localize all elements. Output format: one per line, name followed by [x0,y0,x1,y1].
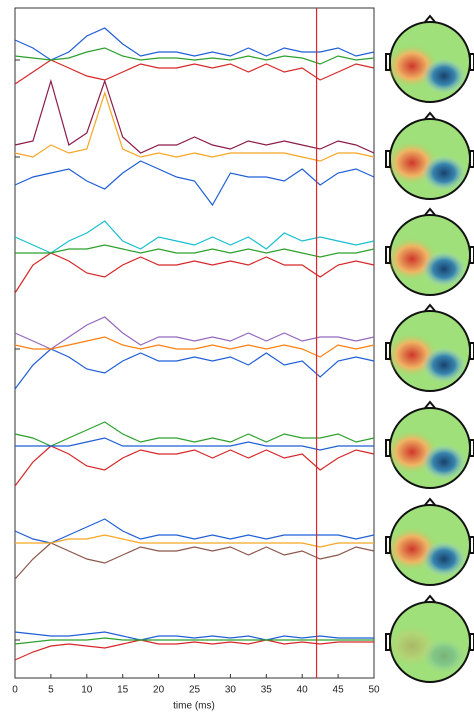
topomap-ear [469,536,474,554]
waveform [15,244,375,258]
waveform [14,91,375,162]
x-tick-label: 10 [81,685,93,696]
topomap-ear [385,633,391,651]
topomap-cold [422,251,466,287]
waveform [14,631,374,641]
topomap-cold [422,541,466,577]
topomap-ear [385,246,391,264]
waveform [14,421,375,447]
topomap-nose [424,594,436,603]
topomap-ear [469,150,474,168]
topomap-ear [469,342,474,360]
waveform [14,160,375,207]
topomap-cold [422,347,466,383]
waveform [14,78,375,154]
topomap-ear [385,439,391,457]
x-tick-label: 35 [261,685,273,696]
waveform [14,59,375,85]
waveform [15,534,374,548]
waveform [14,252,375,294]
topomap-ear [469,246,474,264]
topomap-nose [424,207,436,216]
x-tick-label: 50 [368,685,380,696]
x-tick-label: 30 [225,685,237,696]
waveform [14,220,375,254]
waveform [15,437,374,451]
topomap-ear [385,53,391,71]
x-tick-label: 25 [189,685,201,696]
topomap-cold [422,155,466,191]
topomap-ear [469,53,474,71]
waveform [14,27,375,61]
topomap-nose [424,400,436,409]
topomap-nose [424,111,436,120]
topomap-nose [424,303,436,312]
topomap-nose [424,14,436,23]
waveform [14,316,375,350]
topomap-cold [422,58,466,94]
x-tick-label: 5 [48,685,54,696]
topomap-ear [385,150,391,168]
waveform [14,639,374,661]
topomap-ear [385,536,391,554]
x-tick-label: 40 [297,685,309,696]
x-tick-label: 15 [117,685,129,696]
topomap-ear [469,633,474,651]
waveform [14,637,374,645]
plot-frame [14,7,375,679]
waveform [14,445,375,487]
waveform [14,336,375,358]
topomap-cold [422,444,466,480]
topomap-nose [424,497,436,506]
topomap-ear [385,342,391,360]
x-axis-label: time (ms) [173,701,215,712]
waveform [14,542,375,580]
waveform [14,348,375,390]
x-tick-label: 45 [333,685,345,696]
x-tick-label: 0 [12,685,18,696]
topomap-ear [469,439,474,457]
waveform [14,518,375,544]
topomap-cold [422,638,466,674]
x-tick-label: 20 [153,685,165,696]
waveform [14,47,375,65]
